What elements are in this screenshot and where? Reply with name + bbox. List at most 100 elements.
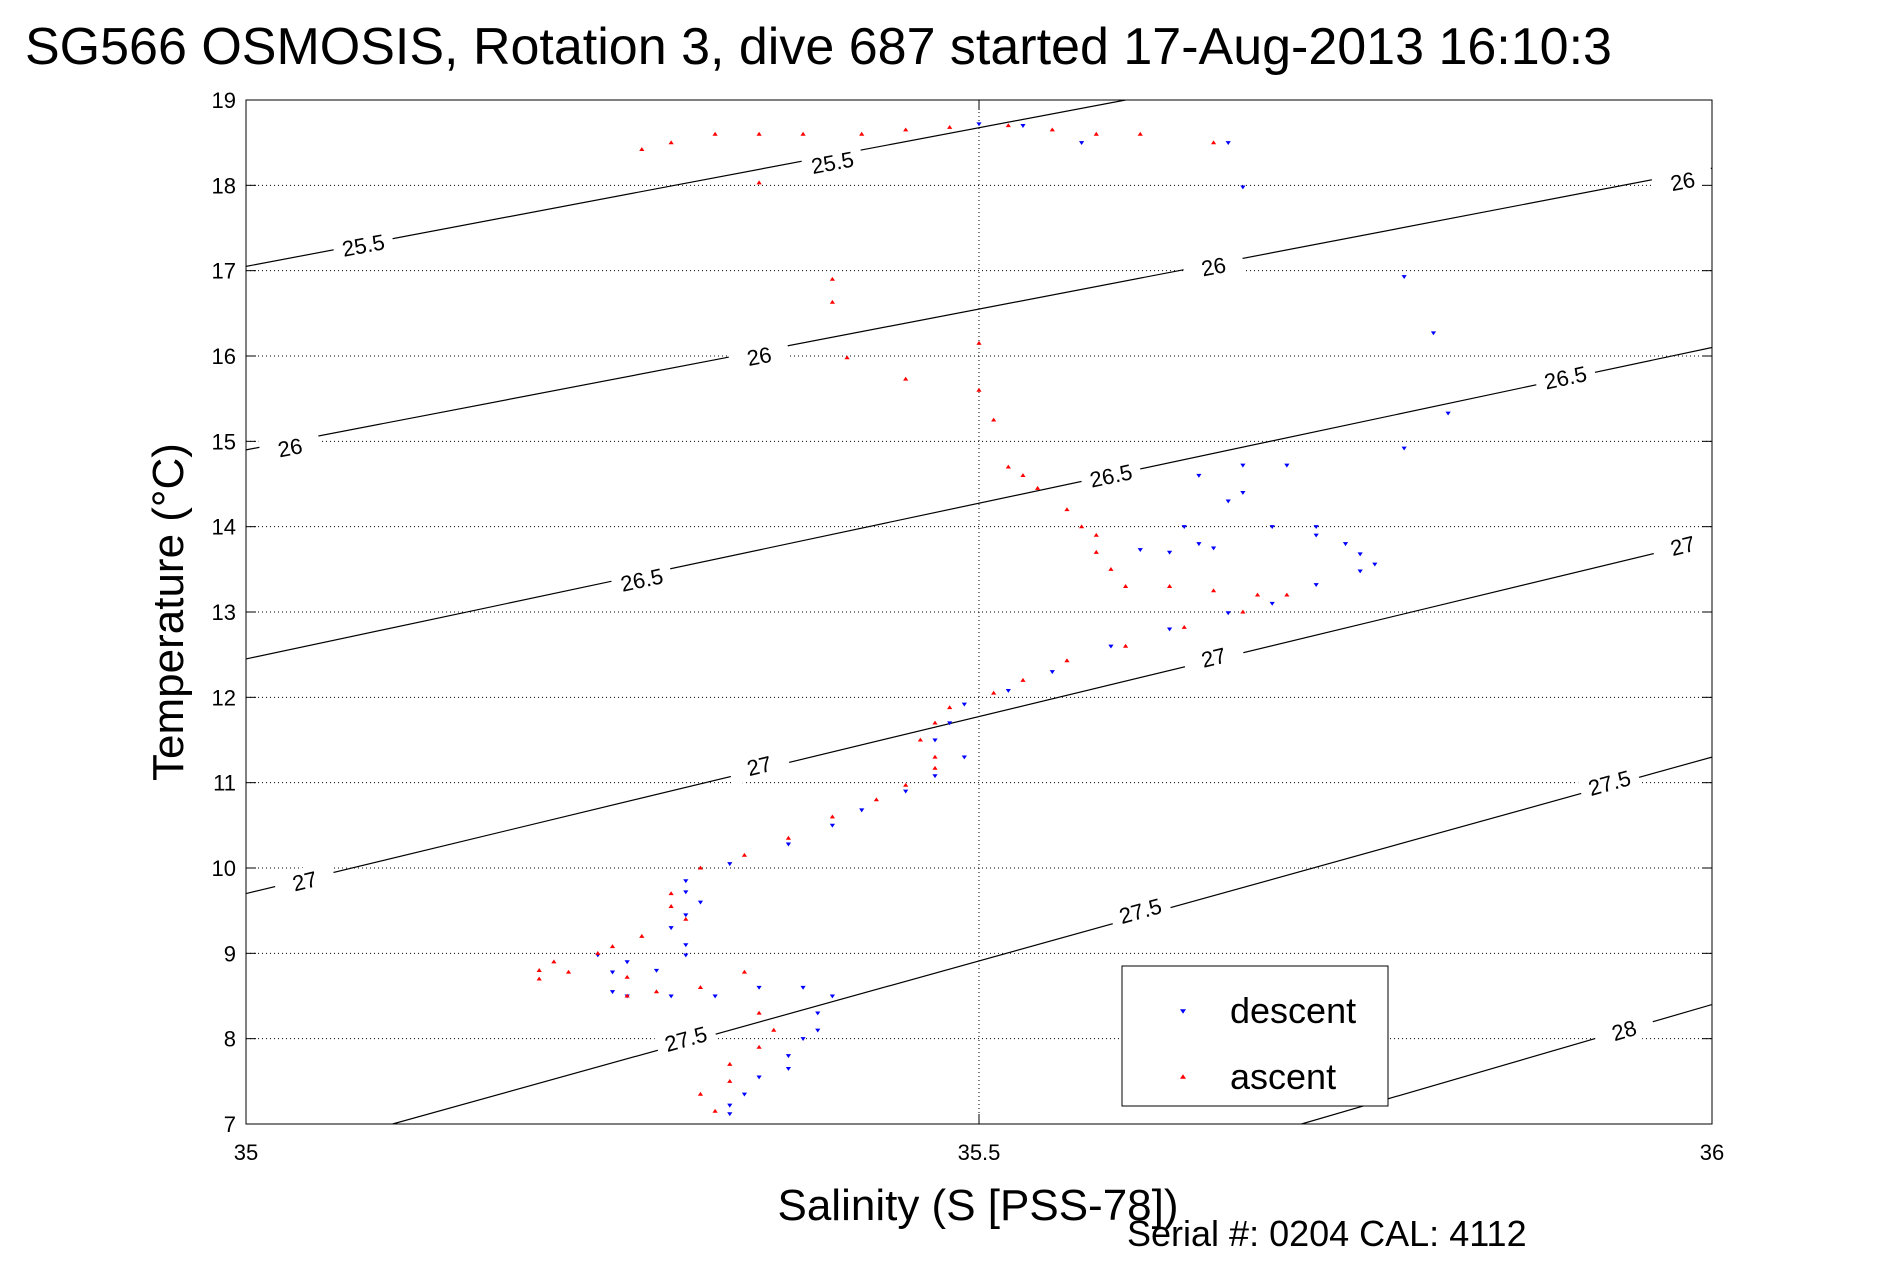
ascent-point xyxy=(727,1061,733,1066)
ascent-point xyxy=(668,891,674,896)
descent-point xyxy=(800,1037,806,1042)
ascent-point xyxy=(756,1044,762,1049)
contour-label-bg xyxy=(1591,1009,1657,1051)
x-tick-label: 36 xyxy=(1700,1140,1724,1165)
descent-point xyxy=(1196,542,1202,547)
contour-label-bg xyxy=(1650,162,1712,200)
ascent-point xyxy=(565,969,572,974)
y-tick-label: 10 xyxy=(212,856,236,881)
descent-point xyxy=(961,702,967,707)
contour-label: 25.5 xyxy=(340,229,387,262)
descent-point xyxy=(1401,275,1407,279)
ascent-point xyxy=(1020,677,1026,682)
descent-point xyxy=(609,990,616,995)
ascent-point xyxy=(668,140,674,145)
ascent-point xyxy=(1210,140,1217,145)
descent-point xyxy=(683,879,689,884)
ascent-point xyxy=(1093,549,1099,554)
contour-label: 27.5 xyxy=(662,1021,710,1057)
descent-point xyxy=(1210,546,1217,551)
ascent-point xyxy=(932,754,938,759)
descent-point xyxy=(609,970,616,975)
ascent-point xyxy=(932,765,938,770)
contour-label: 27 xyxy=(744,751,774,781)
serial-cal-note: Serial #: 0204 CAL: 4112 xyxy=(1127,1213,1527,1254)
ascent-point xyxy=(1240,609,1246,614)
x-tick-label: 35.5 xyxy=(958,1140,1001,1165)
contour-label: 27.5 xyxy=(1116,893,1164,929)
contour-label-bg xyxy=(272,861,337,901)
ascent-point xyxy=(1123,584,1129,588)
ascent-point xyxy=(903,782,909,787)
contour-label-bg xyxy=(727,337,792,375)
ascent-point xyxy=(991,690,997,695)
contour-label-bg xyxy=(726,745,792,786)
descent-point xyxy=(668,994,674,999)
contour-label: 26.5 xyxy=(1542,361,1589,394)
contour-label: 26.5 xyxy=(1087,459,1134,492)
legend-marker-descent xyxy=(1180,1009,1186,1014)
x-tick-label: 35 xyxy=(234,1140,258,1165)
descent-point xyxy=(668,926,674,931)
descent-point xyxy=(1313,583,1319,588)
descent-point xyxy=(1357,569,1363,574)
y-tick-label: 12 xyxy=(212,685,236,710)
descent-point xyxy=(756,1075,762,1080)
contour-label-bg xyxy=(1533,358,1598,397)
data-points xyxy=(536,122,1451,1117)
ascent-point xyxy=(1064,658,1070,663)
y-tick-label: 8 xyxy=(224,1027,236,1052)
ascent-point xyxy=(697,865,704,870)
descent-point xyxy=(1269,525,1275,530)
y-axis: 7 8 9 10 11 12 13 14 15 16 17 18 19 xyxy=(212,88,1712,1137)
y-tick-label: 15 xyxy=(212,429,236,454)
descent-point xyxy=(1240,463,1246,468)
ascent-point xyxy=(800,131,806,136)
descent-point xyxy=(727,1103,733,1108)
descent-point xyxy=(1181,525,1187,530)
contour-label-bg xyxy=(1650,525,1712,566)
descent-point xyxy=(683,890,689,895)
descent-point xyxy=(624,960,630,965)
descent-point xyxy=(1240,185,1246,190)
ascent-point xyxy=(1137,131,1143,136)
contour-label: 26 xyxy=(1199,252,1228,281)
descent-point xyxy=(903,789,909,794)
descent-point xyxy=(697,900,704,905)
descent-point xyxy=(961,755,967,760)
descent-point xyxy=(1049,670,1055,675)
contour-line xyxy=(246,167,1712,451)
ascent-point xyxy=(1005,123,1011,128)
descent-point xyxy=(785,1066,792,1071)
ascent-point xyxy=(536,968,542,972)
ascent-point xyxy=(595,950,601,955)
descent-point xyxy=(756,985,762,990)
ascent-point xyxy=(639,933,645,938)
descent-point xyxy=(1108,644,1114,649)
descent-point xyxy=(932,738,938,743)
descent-point xyxy=(1225,141,1231,146)
contour-label: 26 xyxy=(745,342,774,371)
descent-point xyxy=(1269,601,1275,606)
contour-label: 27.5 xyxy=(1586,765,1634,801)
contour-label-bg xyxy=(1107,890,1173,932)
descent-point xyxy=(1137,548,1143,553)
descent-point xyxy=(815,1011,821,1016)
descent-point xyxy=(1196,473,1202,478)
descent-point xyxy=(1020,124,1026,128)
contour-label-bg xyxy=(653,1018,719,1060)
y-tick-label: 16 xyxy=(212,344,236,369)
descent-point xyxy=(727,862,733,867)
ascent-point xyxy=(947,124,953,129)
ascent-point xyxy=(712,1108,718,1113)
ascent-point xyxy=(1035,485,1041,490)
y-axis-label: Temperature (°C) xyxy=(144,443,193,781)
ascent-point xyxy=(1005,464,1011,469)
descent-point xyxy=(1357,552,1363,557)
descent-point xyxy=(741,1092,748,1097)
contour-label-bg xyxy=(1181,637,1246,677)
descent-point xyxy=(1401,446,1407,451)
ascent-point xyxy=(1020,473,1026,478)
contour-label: 26.5 xyxy=(618,563,665,596)
